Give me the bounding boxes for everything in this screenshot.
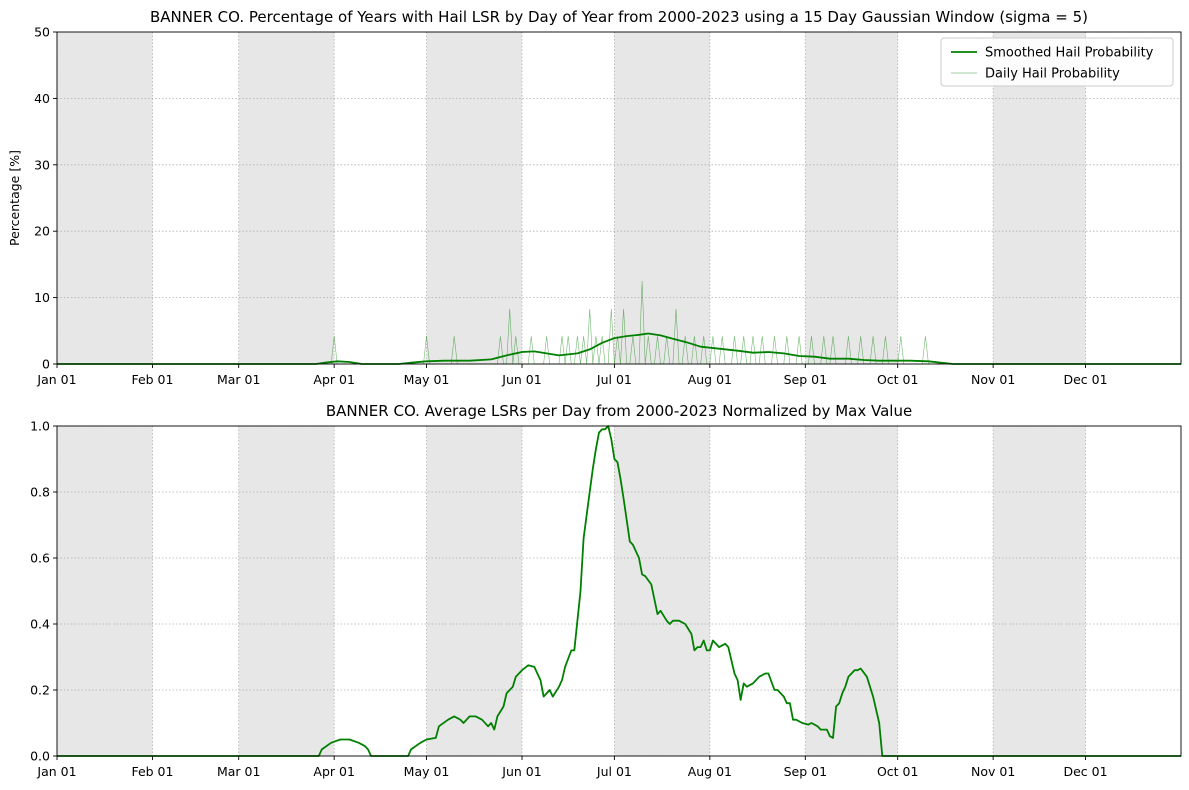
chart-panel-1: 0 10 20 30 40 50 Jan 01 Feb 01 Mar 01 Apr 01 May 0… <box>7 8 1182 387</box>
legend: Smoothed Hail Probability Daily Hail Prob… <box>940 37 1174 87</box>
x-tick-label: Sep 01 <box>784 764 827 779</box>
legend-label: Smoothed Hail Probability <box>985 46 1154 61</box>
shaded-month-jan <box>57 32 153 364</box>
x-tick-label: Dec 01 <box>1063 764 1107 779</box>
x-tick-label: Dec 01 <box>1063 372 1107 387</box>
x-tick-label: Jul 01 <box>596 372 632 387</box>
plot-frame <box>56 425 1182 757</box>
x-tick-label: Nov 01 <box>971 372 1015 387</box>
y-axis-label: Percentage [%] <box>7 150 22 246</box>
y-tick-label: 40 <box>34 91 50 106</box>
shaded-month-jul <box>614 32 710 364</box>
y-tick-label: 50 <box>34 25 50 40</box>
x-tick-label: Mar 01 <box>217 372 260 387</box>
x-tick-label: Mar 01 <box>217 764 260 779</box>
y-tick-label: 0.8 <box>30 485 50 500</box>
y-tick-label: 0 <box>42 357 50 372</box>
shaded-month-mar <box>238 32 335 364</box>
chart-title: BANNER CO. Percentage of Years with Hail… <box>150 8 1088 26</box>
shaded-month-nov <box>993 426 1086 756</box>
x-tick-label: Jun 01 <box>501 764 541 779</box>
x-tick-label: Apr 01 <box>313 764 355 779</box>
y-tick-label: 20 <box>34 224 50 239</box>
x-tick-label: Nov 01 <box>971 764 1015 779</box>
x-tick-label: May 01 <box>404 372 450 387</box>
plot-frame <box>56 31 1182 365</box>
series-normalized-lsrs <box>57 425 1181 757</box>
x-tick-label: Jan 01 <box>36 372 76 387</box>
legend-box <box>940 37 1174 87</box>
x-tick-label: Feb 01 <box>131 764 173 779</box>
shaded-month-mar <box>238 426 335 756</box>
shaded-month-may <box>426 32 522 364</box>
chart-panel-2: 0.0 0.2 0.4 0.6 0.8 1.0 Jan 01 Feb 01 Mar 01 Apr … <box>30 402 1182 779</box>
series-smoothed-hail-probability <box>57 332 1181 365</box>
x-tick-label: May 01 <box>404 764 450 779</box>
x-tick-label: Feb 01 <box>131 372 173 387</box>
legend-label: Daily Hail Probability <box>985 67 1120 82</box>
y-tick-label: 1.0 <box>30 419 50 434</box>
x-tick-label: Apr 01 <box>313 372 355 387</box>
y-tick-label: 0.6 <box>30 551 50 566</box>
shaded-month-jan <box>57 426 153 756</box>
x-tick-label: Jul 01 <box>596 764 632 779</box>
y-tick-label: 30 <box>34 157 50 172</box>
y-tick-label: 0.4 <box>30 617 50 632</box>
shaded-month-jul <box>614 426 710 756</box>
y-tick-label: 10 <box>34 290 50 305</box>
y-tick-label: 0.2 <box>30 683 50 698</box>
x-tick-label: Oct 01 <box>877 764 919 779</box>
x-tick-label: Oct 01 <box>877 372 919 387</box>
shaded-month-may <box>426 426 522 756</box>
x-tick-label: Jan 01 <box>36 764 76 779</box>
shaded-month-nov <box>993 32 1086 364</box>
y-tick-label: 0.0 <box>30 749 50 764</box>
shaded-month-sep <box>805 32 898 364</box>
x-tick-label: Aug 01 <box>688 372 732 387</box>
chart-title: BANNER CO. Average LSRs per Day from 200… <box>326 402 912 420</box>
x-tick-label: Jun 01 <box>501 372 541 387</box>
x-tick-label: Aug 01 <box>688 764 732 779</box>
shaded-month-sep <box>805 426 898 756</box>
x-tick-label: Sep 01 <box>784 372 827 387</box>
